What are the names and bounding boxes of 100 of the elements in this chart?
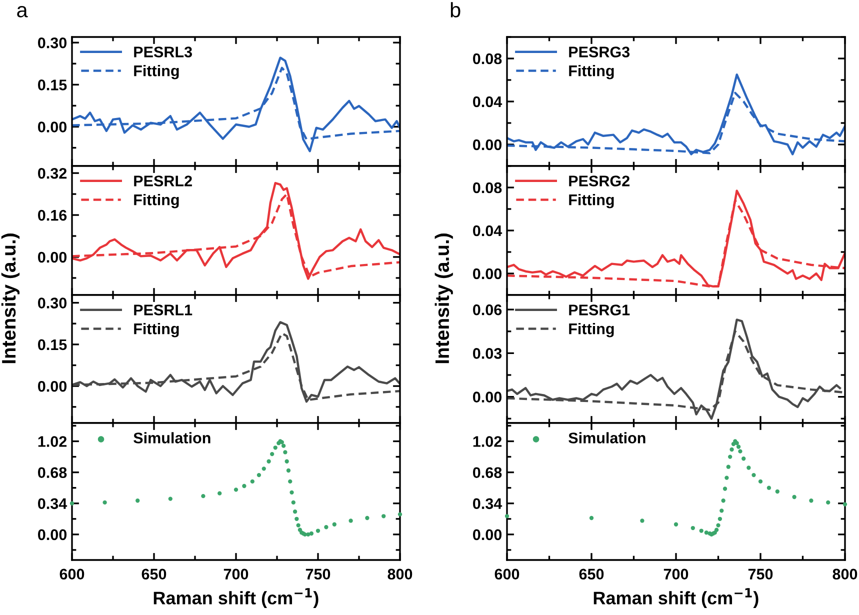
point	[730, 447, 734, 452]
point	[721, 498, 726, 503]
legend-label: PESRG3	[569, 46, 630, 58]
legend-label: Fitting	[569, 64, 614, 80]
point	[292, 510, 298, 514]
x-tick-label: 650	[579, 568, 604, 580]
legend-label: Fitting	[134, 322, 179, 338]
legend-label: Fitting	[134, 194, 179, 208]
point	[273, 446, 278, 450]
point	[504, 514, 510, 518]
y-axis-title: Intensity (a.u.)	[434, 234, 453, 364]
x-tick-label: 750	[748, 568, 773, 580]
point	[256, 472, 262, 478]
x-tick-label: 600	[494, 568, 520, 580]
text: a	[17, 6, 28, 18]
point	[283, 450, 288, 454]
point	[266, 459, 271, 464]
y-tick-label: 0.68	[38, 467, 67, 478]
point	[286, 468, 291, 473]
y-tick-label: 0.32	[38, 168, 67, 179]
y-tick-label: 0.34	[473, 498, 502, 510]
legend-label: Simulation	[568, 432, 646, 444]
point	[296, 523, 300, 528]
point	[281, 444, 286, 448]
point	[294, 516, 299, 521]
line-series	[507, 318, 842, 420]
x-tick-label: 650	[142, 568, 166, 580]
point	[726, 464, 730, 469]
x-tick-label: 800	[832, 568, 858, 580]
text: b	[450, 2, 460, 18]
point	[382, 514, 386, 518]
y-tick-label: 0.00	[473, 139, 502, 150]
point	[716, 523, 720, 528]
line-series	[72, 56, 400, 152]
legend-label: PESRL1	[134, 304, 192, 316]
point	[70, 501, 74, 506]
y-tick-label: 1.02	[473, 436, 502, 447]
point	[365, 516, 370, 520]
point	[842, 502, 848, 506]
point	[775, 489, 780, 494]
y-tick-label: 0.06	[473, 304, 502, 316]
point	[348, 518, 353, 523]
point	[792, 494, 796, 500]
legend-label: Simulation	[134, 432, 210, 444]
y-tick-label: 0.68	[473, 467, 502, 478]
point	[288, 479, 292, 484]
point	[284, 459, 289, 464]
x-tick-label: 800	[388, 568, 412, 580]
point	[718, 516, 722, 521]
point	[704, 530, 709, 535]
point	[714, 528, 719, 532]
x-axis-title: Raman shift (cm$^{−1}$)	[594, 588, 758, 608]
point	[699, 528, 704, 533]
y-tick-label: 0.00	[473, 392, 502, 403]
point	[262, 466, 266, 471]
y-tick-label: 0.00	[38, 252, 67, 263]
point	[826, 500, 830, 505]
x-tick-label: 700	[224, 568, 248, 580]
legend-label: PESRL3	[134, 46, 192, 58]
point	[332, 522, 336, 526]
point	[752, 472, 756, 478]
y-tick-label: 0.30	[38, 37, 67, 48]
point	[270, 452, 274, 456]
y-tick-label: 0.15	[38, 80, 67, 90]
point	[766, 486, 772, 490]
point	[324, 525, 328, 530]
point	[291, 500, 296, 505]
y-tick-label: 1.02	[38, 436, 67, 447]
y-tick-label: 0.16	[38, 210, 67, 221]
y-tick-label: 0.00	[473, 268, 502, 280]
y-axis-title: Intensity (a.u.)	[1, 234, 20, 364]
x-tick-label: 600	[60, 568, 84, 580]
point	[742, 456, 746, 461]
point	[728, 454, 732, 459]
legend-label: PESRL2	[134, 176, 192, 186]
point	[102, 500, 107, 505]
point	[242, 484, 246, 488]
point	[720, 508, 724, 513]
point	[724, 476, 729, 480]
y-tick-label: 0.08	[473, 182, 502, 194]
y-tick-label: 0.34	[38, 498, 68, 510]
point	[136, 498, 140, 503]
y-tick-label: 0.30	[38, 298, 67, 308]
legend-label: PESRG2	[569, 176, 630, 186]
point	[250, 479, 254, 484]
y-tick-label: 0.00	[38, 380, 67, 392]
y-tick-label: 0.04	[473, 225, 502, 236]
x-axis-title: Raman shift (cm$^{−1}$)	[154, 588, 318, 608]
point	[316, 528, 320, 533]
point	[201, 494, 206, 498]
point	[218, 491, 222, 496]
point	[758, 479, 763, 484]
point	[640, 518, 644, 523]
point	[674, 522, 678, 526]
y-tick-label: 0.03	[473, 348, 502, 359]
legend-label: Fitting	[134, 64, 179, 80]
point	[398, 512, 402, 516]
point	[168, 496, 172, 501]
point	[234, 488, 238, 492]
y-tick-label: 0.04	[473, 96, 502, 108]
